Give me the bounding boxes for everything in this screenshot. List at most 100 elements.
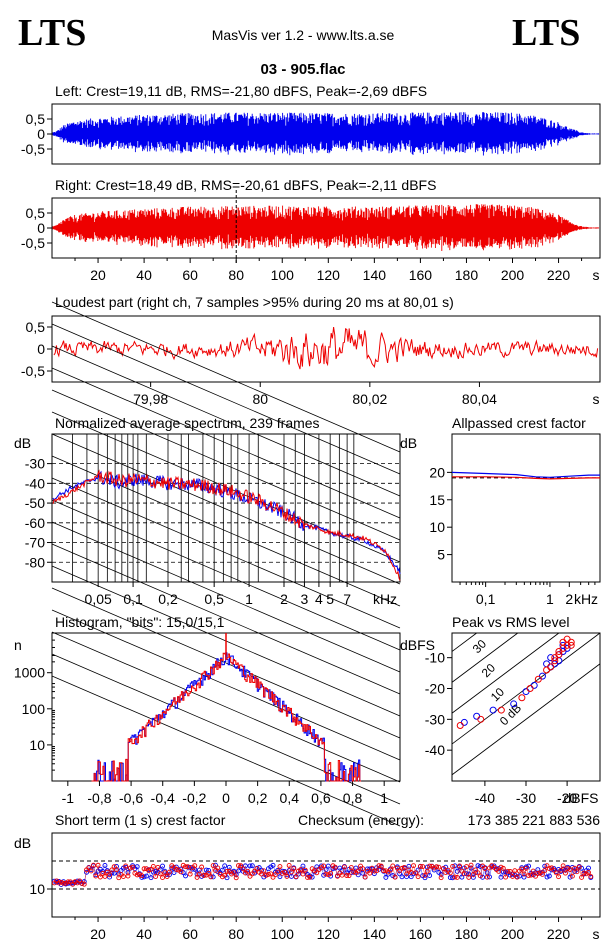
short-term-xtick-140-label: 140 [363,926,387,942]
short-term-link-right [484,868,488,878]
short-term-point-left [438,872,444,877]
short-term-point-left [162,868,168,874]
short-term-point-left [325,863,331,869]
short-term-point-right [415,874,421,880]
short-term-point-right [530,868,536,874]
short-term-link-left [169,867,172,875]
short-term-point-right [440,866,446,872]
short-term-point-right [56,880,62,886]
pvr-point-left [543,660,551,668]
short-term-point-right [97,874,103,880]
short-term-point-right [579,874,585,880]
avg-spectrum-plot: -30 -40 -50 -60 -70 -80 dB 0,05 0,1 0,2 0,5 1 2 3 4 5 7 k… [14,301,401,827]
pvr-point-right [518,694,526,702]
short-term-point-left [383,874,389,880]
short-term-point-right [351,869,357,875]
crest-ytick-2-label: 10 [429,519,445,535]
short-term-point-left [551,866,557,872]
short-term-point-right [526,873,532,879]
short-term-point-left [190,866,195,872]
short-term-link-right [523,868,527,874]
spectrum-slope-line [51,367,401,519]
short-term-point-right [222,872,228,878]
short-term-link-right [362,868,366,878]
short-term-point-left [114,863,119,869]
short-term-xtick-120-label: 120 [317,926,341,942]
short-term-point-right [192,863,198,869]
pvr-point-right [543,666,551,674]
time-xtick-80-label: 80 [228,267,244,283]
pvr-point-left [473,712,481,720]
short-term-link-right [581,872,585,878]
short-term-point-left [422,875,428,881]
short-term-point-right [470,872,476,877]
short-term-point-left [102,863,108,868]
spectrum-xtick-9-label: 7 [343,591,351,607]
short-term-point-right [155,864,161,870]
short-term-point-right [178,869,184,875]
time-xtick-40-label: 40 [136,267,152,283]
spectrum-slope-line [51,433,401,585]
spectrum-ytick-3-label: -60 [25,515,45,531]
short-term-point-left [270,862,276,868]
spectrum-ytick-1-label: -40 [25,475,45,491]
short-term-point-right [265,871,271,877]
short-term-link-left [454,865,458,872]
short-term-xtick-100-label: 100 [271,926,295,942]
short-term-xtick-220-label: 220 [547,926,571,942]
short-term-xtick-40-label: 40 [136,926,152,942]
histogram-xtick-8-label: 0,6 [311,790,331,806]
short-term-link-right [77,880,80,884]
short-term-point-left [397,871,403,877]
short-term-link-right [162,872,166,878]
pvr-point-right [497,706,505,714]
short-term-point-right [291,866,297,872]
left-waveform-ytick-2-label: -0,5 [21,141,45,157]
loudest-xtick-0-label: 79,98 [133,391,168,407]
short-term-point-right [314,870,320,876]
short-term-crest-plot: dB 10 20 40 60 80 100 120 140 160 180 200 220 s [14,832,601,942]
short-term-point-right [130,864,136,870]
short-term-link-right [90,865,94,872]
pvr-diagonal-label: 20 [479,661,499,681]
short-term-point-right [81,881,87,887]
short-term-link-right [551,867,555,871]
short-term-link-right [348,867,352,876]
short-term-point-right [231,870,237,876]
app-title: MasVis ver 1.2 - www.lts.a.se [212,27,395,43]
short-term-link-right [510,871,513,877]
short-term-link-right [344,866,347,876]
short-term-crest-title: Short term (1 s) crest factor [55,812,226,828]
short-term-link-left [150,871,154,878]
short-term-point-right [328,870,334,876]
short-term-point-right [86,865,92,871]
short-term-point-left [249,863,255,869]
short-term-point-right [477,873,483,879]
short-term-link-left [528,865,532,874]
short-term-link-right [199,866,202,875]
short-term-point-right [210,863,216,869]
histogram-ytick-1-label: 100 [22,701,46,717]
short-term-link-left [134,866,138,869]
short-term-point-right [574,869,580,875]
short-term-link-right [394,868,398,878]
short-term-point-right [300,871,306,877]
short-term-point-right [572,865,578,871]
short-term-point-right [586,870,591,875]
short-term-link-right [339,872,343,876]
pvr-xtick-1-label: -30 [516,790,536,806]
short-term-point-right [146,867,152,873]
short-term-link-right [120,874,124,877]
short-term-point-left [353,865,359,871]
short-term-point-right [293,874,299,880]
pvr-point-right [555,648,563,655]
right-waveform-plot: 0,50-0,5 20 40 60 80 100 120 140 160 180 200 220 s [21,190,601,283]
short-term-point-right [563,870,568,876]
loudest-ytick-0-label: 0,5 [26,319,46,335]
short-term-point-right [150,864,156,869]
short-term-link-right [512,870,515,877]
loudest-part-title: Loudest part (right ch, 7 samples >95% d… [55,294,454,310]
short-term-point-right [100,870,106,876]
short-term-point-right [341,864,347,870]
short-term-link-left [438,872,442,875]
